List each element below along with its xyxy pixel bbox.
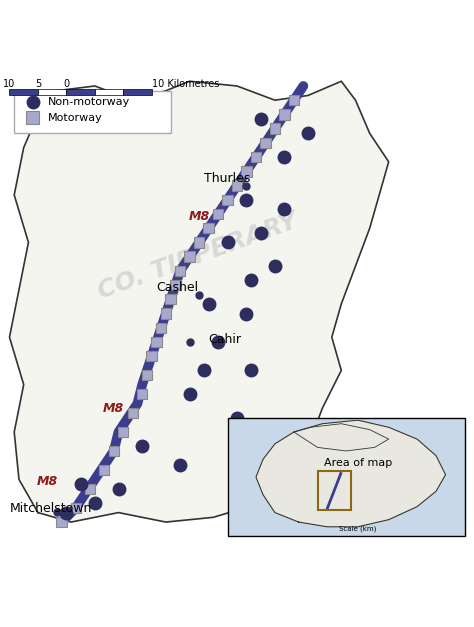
Bar — [184, 251, 195, 262]
Text: Cashel: Cashel — [156, 281, 199, 294]
Bar — [213, 209, 223, 219]
Bar — [9, 89, 38, 95]
Bar — [56, 517, 67, 527]
Bar — [279, 109, 290, 120]
Bar — [161, 308, 171, 319]
Bar — [170, 280, 181, 290]
Text: CO. TIPPERARY: CO. TIPPERARY — [95, 209, 301, 304]
Bar — [165, 294, 176, 305]
Bar — [26, 110, 39, 124]
Bar — [71, 503, 81, 513]
Bar — [118, 427, 128, 437]
Bar — [203, 223, 214, 233]
Bar — [251, 152, 261, 162]
Polygon shape — [9, 82, 389, 522]
Bar — [175, 266, 185, 276]
Bar — [260, 138, 271, 148]
Bar — [85, 483, 95, 494]
Bar — [109, 446, 119, 456]
Text: M8: M8 — [103, 402, 124, 415]
FancyBboxPatch shape — [14, 91, 171, 134]
Bar — [232, 181, 242, 191]
Text: M8: M8 — [37, 475, 58, 488]
Bar — [137, 389, 147, 399]
Text: Cahir: Cahir — [209, 333, 242, 346]
Bar — [99, 465, 109, 475]
Bar — [289, 95, 299, 105]
Bar — [151, 337, 162, 347]
Text: Thurles: Thurles — [204, 172, 250, 185]
Bar — [146, 351, 157, 361]
Text: Area of map: Area of map — [324, 458, 392, 468]
Text: Non-motorway: Non-motorway — [47, 97, 130, 107]
Bar — [66, 89, 95, 95]
Bar — [270, 124, 280, 134]
Text: 10 Kilometres: 10 Kilometres — [152, 79, 219, 89]
Text: M8: M8 — [189, 210, 210, 223]
Bar — [228, 418, 465, 536]
Bar — [95, 89, 123, 95]
Text: 5: 5 — [35, 79, 41, 89]
Bar — [142, 370, 152, 381]
Bar — [194, 237, 204, 248]
Text: Scale (km): Scale (km) — [339, 525, 376, 532]
Text: 10: 10 — [3, 79, 16, 89]
Bar — [156, 322, 166, 333]
Bar — [318, 471, 351, 510]
Text: Mitchelstown: Mitchelstown — [9, 502, 92, 515]
Text: 0: 0 — [64, 79, 69, 89]
Polygon shape — [256, 420, 446, 527]
Bar — [222, 194, 233, 205]
Bar — [241, 166, 252, 177]
Text: Motorway: Motorway — [47, 113, 102, 123]
Bar — [123, 89, 152, 95]
Bar — [38, 89, 66, 95]
Bar — [128, 408, 138, 418]
